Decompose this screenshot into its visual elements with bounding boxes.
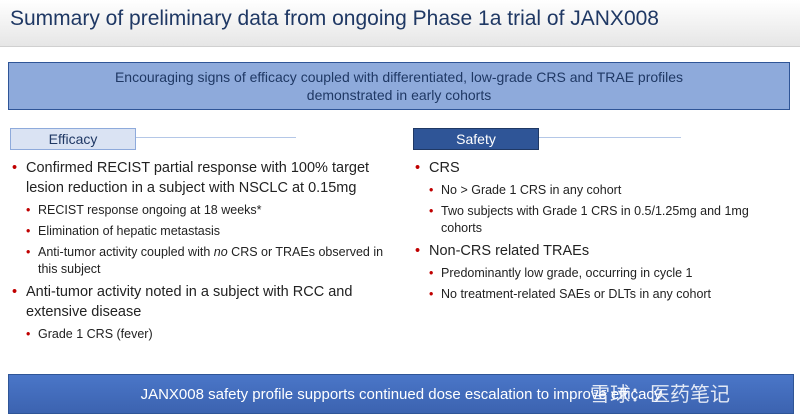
heading-rule	[539, 137, 681, 138]
text: Anti-tumor activity coupled with	[38, 245, 211, 259]
sub-bullet: Elimination of hepatic metastasis	[10, 223, 395, 240]
bullet: Non-CRS related TRAEs	[413, 241, 773, 261]
sublist: Predominantly low grade, occurring in cy…	[413, 265, 773, 303]
efficacy-column: Confirmed RECIST partial response with 1…	[10, 158, 395, 347]
sub-bullet: Grade 1 CRS (fever)	[10, 326, 395, 343]
sub-bullet: No treatment-related SAEs or DLTs in any…	[413, 286, 773, 303]
sub-bullet: Anti-tumor activity coupled with no CRS …	[10, 244, 395, 278]
sub-bullet: No > Grade 1 CRS in any cohort	[413, 182, 773, 199]
bullet-list: Confirmed RECIST partial response with 1…	[10, 158, 395, 343]
watermark: 雪球：医药笔记	[590, 382, 730, 406]
sublist: RECIST response ongoing at 18 weeks* Eli…	[10, 202, 395, 278]
safety-heading: Safety	[413, 128, 539, 150]
emphasis: no	[213, 245, 228, 259]
bullet-list: CRS No > Grade 1 CRS in any cohort Two s…	[413, 158, 773, 303]
bullet: CRS	[413, 158, 773, 178]
efficacy-heading: Efficacy	[10, 128, 136, 150]
bullet: Confirmed RECIST partial response with 1…	[10, 158, 395, 198]
footer-bar: JANX008 safety profile supports continue…	[8, 374, 794, 414]
safety-column: CRS No > Grade 1 CRS in any cohort Two s…	[413, 158, 773, 307]
heading-rule	[136, 137, 296, 138]
text: CRS or TRAEs observed in this subject	[38, 245, 384, 276]
sub-bullet: Predominantly low grade, occurring in cy…	[413, 265, 773, 282]
banner-text: Encouraging signs of efficacy coupled wi…	[114, 69, 684, 103]
banner: Encouraging signs of efficacy coupled wi…	[8, 62, 790, 110]
sub-bullet: Two subjects with Grade 1 CRS in 0.5/1.2…	[413, 203, 773, 237]
bullet: Anti-tumor activity noted in a subject w…	[10, 282, 395, 322]
title: Summary of preliminary data from ongoing…	[10, 7, 659, 30]
sublist: Grade 1 CRS (fever)	[10, 326, 395, 343]
title-bar: Summary of preliminary data from ongoing…	[0, 0, 800, 47]
sublist: No > Grade 1 CRS in any cohort Two subje…	[413, 182, 773, 237]
footer-text: JANX008 safety profile supports continue…	[140, 385, 662, 403]
sub-bullet: RECIST response ongoing at 18 weeks*	[10, 202, 395, 219]
